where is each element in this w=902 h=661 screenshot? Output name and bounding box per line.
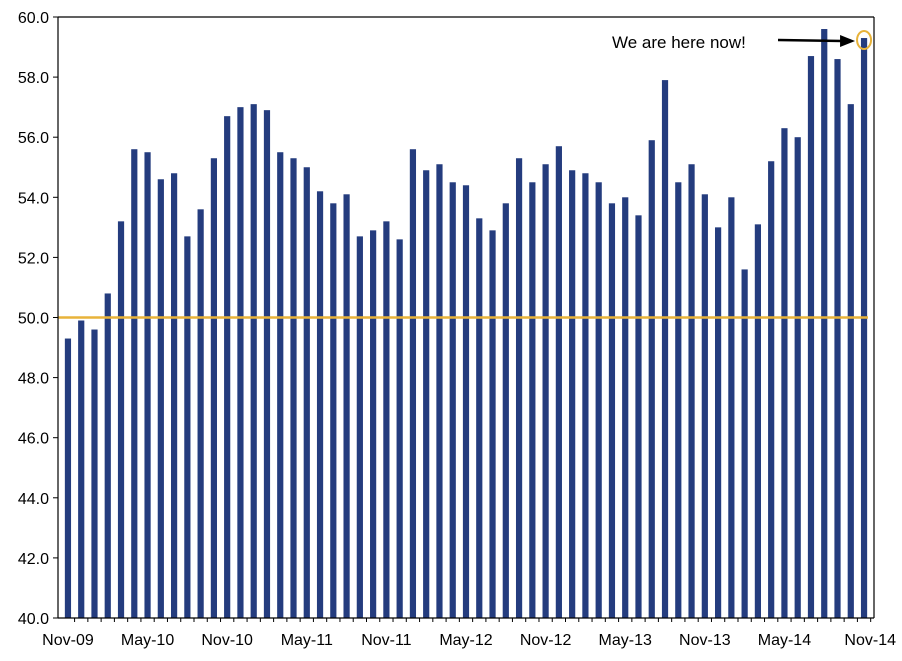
bar-Mar-11 xyxy=(277,152,284,618)
bar-Apr-13 xyxy=(608,203,616,618)
x-tick-label: May-14 xyxy=(758,632,811,649)
bar-Sep-12 xyxy=(515,158,523,619)
annotation: We are here now! xyxy=(612,30,873,52)
bar-Dec-12 xyxy=(555,146,562,618)
bar-Mar-13 xyxy=(595,182,602,618)
bar-Jan-12 xyxy=(409,149,417,618)
bar-Aug-14 xyxy=(821,29,828,618)
x-tick-label: May-12 xyxy=(439,632,492,649)
y-tick-label: 54.0 xyxy=(18,190,49,207)
bar-Aug-10 xyxy=(184,236,191,619)
x-tick-label: Nov-12 xyxy=(520,632,572,649)
bar-Oct-13 xyxy=(688,164,695,618)
bar-Apr-14 xyxy=(768,161,775,619)
bar-Oct-12 xyxy=(529,182,536,618)
bar-May-12 xyxy=(462,185,470,618)
y-axis-ticks: 40.0 42.0 44.0 46.0 48.0 50.0 52.0 54.0 56.0 58.0… xyxy=(18,10,58,628)
bar-May-14 xyxy=(781,128,788,618)
bar-Oct-14 xyxy=(847,104,854,618)
bar-May-11 xyxy=(303,167,310,618)
bar-Jan-10 xyxy=(91,329,98,618)
y-tick-label: 46.0 xyxy=(18,431,49,448)
y-tick-label: 56.0 xyxy=(18,130,49,147)
bar-Jul-14 xyxy=(807,56,815,618)
bar-Feb-10 xyxy=(104,293,111,618)
y-tick-label: 48.0 xyxy=(18,371,49,388)
x-tick-label: Nov-09 xyxy=(42,632,94,649)
bar-Aug-13 xyxy=(661,80,669,619)
bar-Oct-11 xyxy=(370,230,377,619)
x-tick-label: May-13 xyxy=(599,632,652,649)
bar-Jun-13 xyxy=(635,215,642,618)
bar-Jul-13 xyxy=(648,140,655,618)
annotation-circle xyxy=(856,30,873,51)
bar-Mar-14 xyxy=(754,224,762,618)
bar-Jul-10 xyxy=(170,173,178,618)
x-tick-label: May-11 xyxy=(281,632,333,649)
annotation-arrowhead xyxy=(840,35,856,47)
y-tick-label: 60.0 xyxy=(18,10,49,27)
bar-Dec-11 xyxy=(396,239,403,618)
bar-Jan-14 xyxy=(728,197,735,619)
bar-Nov-13 xyxy=(701,194,708,619)
bar-Nov-12 xyxy=(542,164,549,618)
bar-Apr-12 xyxy=(449,182,456,618)
bar-Jan-11 xyxy=(250,104,257,618)
bar-May-13 xyxy=(622,197,629,619)
bar-Apr-11 xyxy=(290,158,297,619)
x-tick-label: Nov-14 xyxy=(844,632,896,649)
x-tick-label: Nov-10 xyxy=(201,632,253,649)
y-tick-label: 44.0 xyxy=(18,491,49,508)
bar-Aug-12 xyxy=(502,203,509,618)
annotation-text: We are here now! xyxy=(612,33,746,52)
bar-Mar-10 xyxy=(117,221,125,618)
bar-Dec-09 xyxy=(78,320,85,618)
x-axis-ticks: Nov-09 May-10 Nov-10 May-11 Nov-11 May-12 Nov-… xyxy=(42,618,896,649)
bar-Jun-10 xyxy=(157,179,164,618)
x-tick-label: Nov-13 xyxy=(679,632,731,649)
y-tick-label: 58.0 xyxy=(18,70,49,87)
bar-Dec-10 xyxy=(237,107,244,619)
bar-Nov-11 xyxy=(383,221,390,618)
bar-Nov-09 xyxy=(64,338,72,618)
y-tick-label: 40.0 xyxy=(18,611,49,628)
y-tick-label: 50.0 xyxy=(18,311,49,328)
bar-Sep-14 xyxy=(834,59,841,618)
bar-Jun-14 xyxy=(794,137,801,618)
bar-Aug-11 xyxy=(343,194,350,619)
bar-Oct-10 xyxy=(210,158,218,619)
bar-Jun-12 xyxy=(476,218,483,618)
bar-Sep-13 xyxy=(675,182,682,618)
bar-Feb-11 xyxy=(263,110,271,618)
bar-Jul-11 xyxy=(330,203,337,618)
bar-Mar-12 xyxy=(436,164,443,618)
bar-Nov-10 xyxy=(224,116,231,618)
annotation-arrow xyxy=(777,38,843,43)
bar-Nov-14 xyxy=(860,38,868,619)
bar-Feb-12 xyxy=(423,170,430,618)
bar-Jan-13 xyxy=(569,170,576,618)
bar-Jul-12 xyxy=(489,230,496,619)
bar-Dec-13 xyxy=(714,227,722,618)
bar-series xyxy=(64,29,868,619)
bar-May-10 xyxy=(144,152,151,618)
bar-Sep-11 xyxy=(356,236,363,619)
bar-Feb-14 xyxy=(741,269,748,618)
y-tick-label: 52.0 xyxy=(18,250,49,267)
bar-Feb-13 xyxy=(582,173,589,618)
x-tick-label: May-10 xyxy=(121,632,174,649)
bar-Sep-10 xyxy=(197,209,204,618)
bar-Jun-11 xyxy=(316,191,324,619)
x-tick-label: Nov-11 xyxy=(361,632,411,649)
y-tick-label: 42.0 xyxy=(18,551,49,568)
bar-Apr-10 xyxy=(131,149,138,618)
